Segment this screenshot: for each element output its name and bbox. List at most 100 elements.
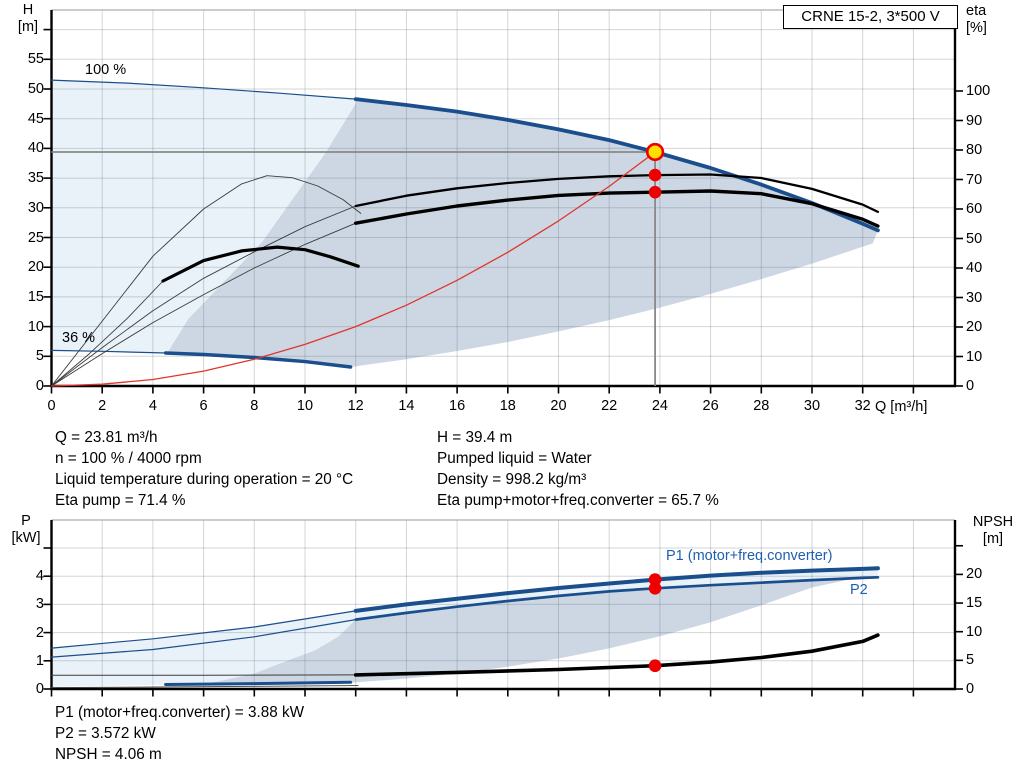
eta-pump-point [648, 168, 662, 182]
tick-label: 30 [803, 398, 821, 414]
tick-label: 40 [27, 140, 44, 157]
tick-label: 0 [966, 681, 975, 697]
tick-label: 40 [966, 260, 983, 276]
p-min-lead [51, 685, 359, 689]
tick-label: 26 [702, 398, 719, 414]
p1 [353, 566, 880, 613]
eta-total [354, 189, 880, 228]
p1-thin [50, 610, 357, 649]
info-eta-total: Eta pump+motor+freq.converter = 65.7 % [437, 492, 719, 509]
p2-thin [50, 618, 357, 658]
p2 [354, 575, 880, 621]
npsh-axis-unit: [m] [982, 531, 1004, 547]
tick-label: 4 [35, 568, 44, 585]
h-axis-unit: [m] [17, 19, 39, 35]
tick-label: 30 [966, 289, 983, 306]
npsh-point [648, 659, 662, 673]
info-eta-pump: Eta pump = 71.4 % [55, 492, 186, 509]
info-liquid: Pumped liquid = Water [437, 450, 592, 467]
npsh-axis-symbol: NPSH [972, 514, 1014, 530]
speed-36-label: 36 % [62, 330, 96, 346]
tick-label: 22 [601, 398, 618, 414]
tick-label: 10 [296, 398, 314, 414]
info-h: H = 39.4 m [437, 429, 513, 446]
speed-range-fill-light [51, 80, 356, 354]
tick-label: 16 [449, 398, 466, 414]
eta-arc-low-lead [51, 280, 164, 387]
tick-label: 30 [27, 199, 44, 216]
p2-curve-label: P2 [850, 582, 868, 598]
tick-label: 4 [148, 398, 157, 414]
power-range-fill-light [51, 568, 878, 687]
tick-label: 24 [651, 398, 668, 414]
p1-point [648, 573, 662, 586]
p2-point [648, 581, 662, 595]
qh-100pct-thin [50, 79, 357, 100]
eta-pump [354, 173, 880, 214]
info-p1: P1 (motor+freq.converter) = 3.88 kW [55, 704, 305, 721]
eta-axis-symbol: eta [966, 3, 987, 19]
tick-label: 25 [27, 229, 44, 246]
p-min-36pct [164, 680, 353, 686]
tick-label: 15 [27, 288, 44, 305]
tick-label: 0 [47, 398, 56, 414]
tick-label: 50 [966, 230, 983, 247]
tick-label: 1 [35, 652, 44, 669]
power-info: P1 (motor+freq.converter) = 3.88 kW P2 =… [55, 702, 304, 765]
tick-label: 20 [550, 398, 567, 414]
q-axis-title: Q [m³/h] [875, 399, 928, 415]
info-temperature: Liquid temperature during operation = 20… [55, 471, 354, 488]
tick-label: 50 [27, 81, 44, 97]
h-axis-symbol: H [22, 2, 34, 18]
tick-label: 12 [347, 398, 364, 414]
eta-total-point [648, 185, 662, 199]
tick-label: 10 [27, 318, 44, 335]
tick-label: 100 [966, 83, 991, 99]
duty-point[interactable] [645, 142, 665, 162]
gridlines [51, 520, 955, 689]
power-npsh-chart [43, 519, 963, 697]
p-axis-title: P [kW] [4, 513, 48, 547]
tick-label: 0 [35, 681, 44, 697]
tick-label: 28 [753, 398, 770, 414]
affinity-curve [50, 151, 656, 387]
tick-label: 20 [966, 319, 983, 335]
eta-axis-title: eta [%] [966, 3, 1016, 37]
tick-label: 32 [854, 398, 871, 414]
pump-type-box: CRNE 15-2, 3*500 V [783, 5, 958, 29]
tick-label: 10 [966, 623, 983, 640]
eta-pump-lead [51, 205, 357, 387]
tick-label: 35 [27, 170, 44, 187]
tick-label: 0 [966, 378, 975, 394]
qh-36pct-thin [50, 349, 167, 354]
info-density: Density = 998.2 kg/m³ [437, 471, 587, 488]
eta-arc-high [51, 175, 362, 387]
qh-efficiency-chart [43, 9, 963, 394]
tick-label: 8 [250, 398, 259, 414]
qh-36pct [163, 351, 353, 369]
tick-label: 20 [966, 566, 983, 583]
tick-label: 5 [966, 652, 975, 669]
tick-label: 20 [27, 259, 44, 276]
tick-label: 5 [35, 348, 44, 365]
p-axis-symbol: P [21, 513, 31, 529]
info-speed: n = 100 % / 4000 rpm [55, 450, 202, 467]
info-p2: P2 = 3.572 kW [55, 725, 156, 742]
tick-label: 10 [966, 348, 983, 365]
tick-label: 80 [966, 142, 983, 158]
info-q: Q = 23.81 m³/h [55, 429, 158, 446]
h-axis-title: H [m] [8, 2, 48, 36]
npsh [353, 633, 880, 677]
npsh-axis-title: NPSH [m] [962, 514, 1024, 548]
tick-label: 15 [966, 595, 983, 612]
duty-info-right: H = 39.4 m Pumped liquid = Water Density… [437, 427, 719, 511]
tick-label: 55 [27, 51, 44, 68]
tick-label: 70 [966, 171, 983, 188]
power-range-fill-dark [201, 578, 853, 686]
tick-label: 60 [966, 201, 983, 217]
tick-label: 18 [499, 398, 516, 414]
tick-label: 2 [98, 398, 107, 414]
tick-label: 3 [35, 596, 44, 613]
p-axis-unit: [kW] [11, 530, 41, 546]
